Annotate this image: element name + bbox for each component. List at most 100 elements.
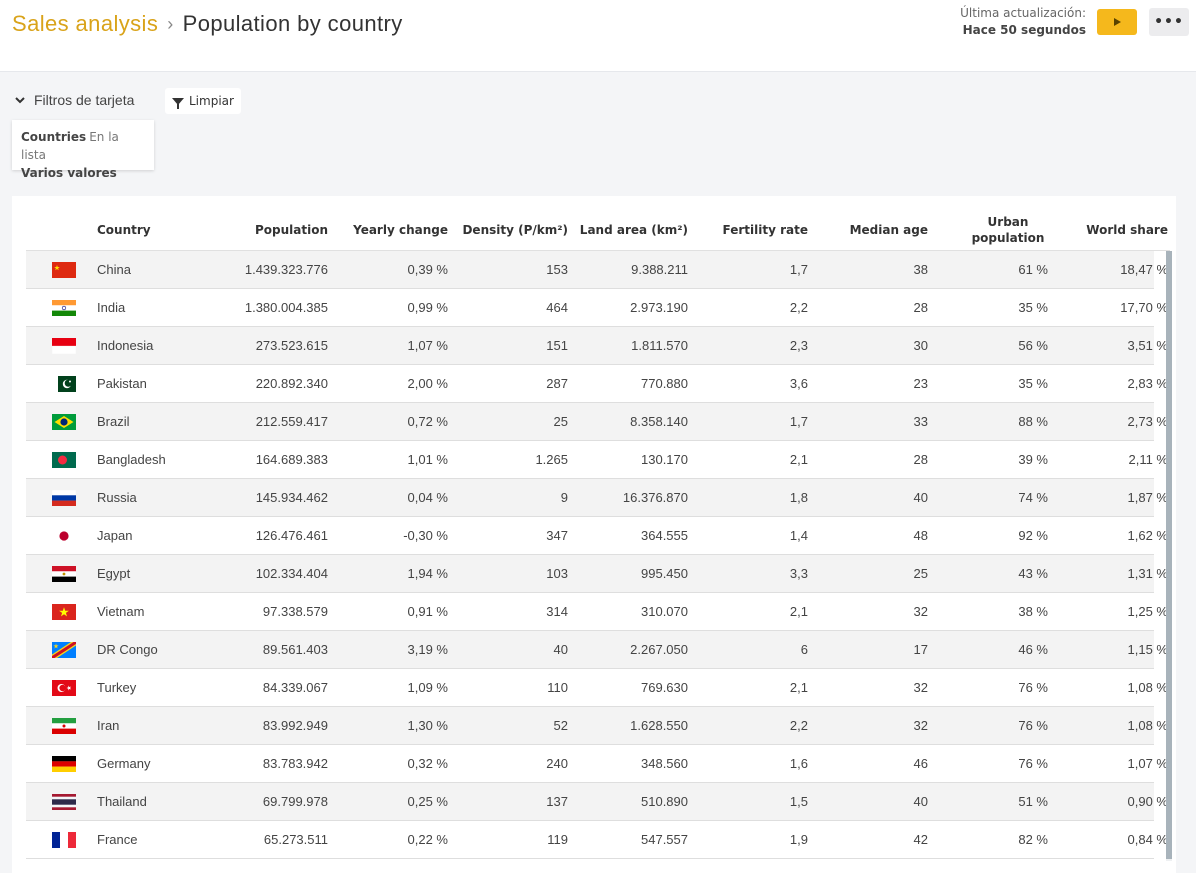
table-row[interactable]: Vietnam 97.338.579 0,91 % 314 310.070 2,1 32 38… [26,593,1168,631]
breadcrumb-separator-icon: › [167,13,174,34]
cell-country: Germany [97,756,151,771]
cell-urban-population: 74 % [1018,490,1048,505]
cell-world-share: 1,08 % [1127,680,1168,695]
cell-land-area: 8.358.140 [630,414,688,429]
cell-land-area: 2.267.050 [630,642,688,657]
more-options-button[interactable]: ••• [1149,8,1189,36]
table-row[interactable]: Brazil 212.559.417 0,72 % 25 8.358.140 1,7 33 8… [26,403,1168,441]
cell-median-age: 25 [913,566,928,581]
cell-world-share: 3,51 % [1127,338,1168,353]
clear-filters-button[interactable]: Limpiar [165,88,241,114]
table-row[interactable]: Thailand 69.799.978 0,25 % 137 510.890 1,5 40 5… [26,783,1168,821]
flag-vietnam-icon [52,604,76,620]
cell-urban-population: 39 % [1018,452,1048,467]
column-header-yearly-change[interactable]: Yearly change [353,223,448,237]
flag-iran-icon [52,718,76,734]
column-header-density[interactable]: Density (P/km²) [462,223,568,237]
cell-yearly-change: 1,94 % [407,566,448,581]
table-row[interactable]: Pakistan 220.892.340 2,00 % 287 770.880 3,6 23… [26,365,1168,403]
scrollbar-thumb[interactable] [1166,251,1172,859]
cell-fertility-rate: 2,2 [789,718,808,733]
breadcrumb: Sales analysis › Population by country [12,11,403,37]
table-row[interactable]: France 65.273.511 0,22 % 119 547.557 1,9 42 82 … [26,821,1168,859]
breadcrumb-parent-link[interactable]: Sales analysis [12,11,159,36]
filter-field: Countries [21,130,87,144]
table-row[interactable]: Japan 126.476.461 -0,30 % 347 364.555 1,4 48 92… [26,517,1168,555]
cell-median-age: 48 [913,528,928,543]
cell-world-share: 1,87 % [1127,490,1168,505]
cell-median-age: 28 [913,300,928,315]
cell-yearly-change: 0,25 % [407,794,448,809]
table-row[interactable]: DR Congo 89.561.403 3,19 % 40 2.267.050 6 17 46… [26,631,1168,669]
cell-population: 83.992.949 [262,718,328,733]
cell-population: 164.689.383 [255,452,328,467]
cell-median-age: 42 [913,832,928,847]
table-row[interactable]: Indonesia 273.523.615 1,07 % 151 1.811.570 2,… [26,327,1168,365]
cell-world-share: 1,07 % [1127,756,1168,771]
filter-card-countries[interactable]: Countries En la lista Varios valores [12,120,154,180]
cell-density: 151 [546,338,568,353]
more-icon: ••• [1154,14,1184,30]
urban-header-line2: population [971,231,1045,245]
cell-yearly-change: 0,32 % [407,756,448,771]
cell-fertility-rate: 2,2 [789,300,808,315]
cell-density: 9 [560,490,568,505]
table-row[interactable]: Bangladesh 164.689.383 1,01 % 1.265 130.170 2… [26,441,1168,479]
cell-country: Russia [97,490,137,505]
column-header-fertility-rate[interactable]: Fertility rate [722,223,808,237]
filter-icon [172,97,184,109]
cell-world-share: 2,73 % [1127,414,1168,429]
cell-yearly-change: 3,19 % [407,642,448,657]
last-update-value: Hace 50 segundos [962,23,1086,37]
cell-median-age: 33 [913,414,928,429]
table-row[interactable]: Germany 83.783.942 0,32 % 240 348.560 1,6 46 76… [26,745,1168,783]
column-header-world-share[interactable]: World share [1086,223,1168,237]
play-button[interactable] [1097,9,1137,35]
flag-pakistan-icon [52,376,76,392]
last-update: Última actualización: Hace 50 segundos [960,5,1086,39]
cell-density: 110 [547,680,568,695]
table-header: Country Population Yearly change Density… [26,196,1170,251]
cell-median-age: 38 [913,262,928,277]
table-row[interactable]: India 1.380.004.385 0,99 % 464 2.973.190 2,2 2… [26,289,1168,327]
last-update-label: Última actualización: [960,6,1086,20]
cell-country: China [97,262,131,277]
cell-country: Turkey [97,680,137,695]
column-header-country[interactable]: Country [97,223,151,237]
cell-density: 287 [546,376,568,391]
cell-world-share: 1,31 % [1127,566,1168,581]
cell-country: DR Congo [97,642,158,657]
flag-france-icon [52,832,76,848]
cell-world-share: 0,90 % [1127,794,1168,809]
cell-yearly-change: 1,09 % [407,680,448,695]
table-row[interactable]: Egypt 102.334.404 1,94 % 103 995.450 3,3 25 43 … [26,555,1168,593]
cell-fertility-rate: 1,4 [789,528,808,543]
table-row[interactable]: Russia 145.934.462 0,04 % 9 16.376.870 1,8 40 7… [26,479,1168,517]
column-header-urban-population[interactable]: Urban population [968,214,1048,246]
card-filters-toggle[interactable]: Filtros de tarjeta [14,92,134,108]
cell-country: Vietnam [97,604,145,619]
column-header-population[interactable]: Population [254,223,328,237]
clear-filters-label: Limpiar [189,94,234,108]
cell-population: 83.783.942 [262,756,328,771]
table-row[interactable]: China 1.439.323.776 0,39 % 153 9.388.211 1,7 3… [26,251,1168,289]
cell-urban-population: 46 % [1018,642,1048,657]
cell-land-area: 770.880 [641,376,688,391]
cell-yearly-change: 0,99 % [407,300,448,315]
cell-population: 212.559.417 [255,414,328,429]
cell-country: Bangladesh [97,452,166,467]
cell-land-area: 2.973.190 [630,300,688,315]
table-row[interactable]: Iran 83.992.949 1,30 % 52 1.628.550 2,2 32 76 %… [26,707,1168,745]
cell-yearly-change: 0,39 % [407,262,448,277]
table-row[interactable]: Turkey 84.339.067 1,09 % 110 769.630 2,1 32 76 … [26,669,1168,707]
cell-country: India [97,300,126,315]
cell-population: 220.892.340 [255,376,328,391]
cell-yearly-change: 0,91 % [407,604,448,619]
cell-urban-population: 35 % [1018,300,1048,315]
cell-urban-population: 35 % [1018,376,1048,391]
cell-urban-population: 38 % [1018,604,1048,619]
cell-density: 464 [546,300,568,315]
column-header-median-age[interactable]: Median age [849,223,928,237]
cell-urban-population: 76 % [1018,756,1048,771]
column-header-land-area[interactable]: Land area (km²) [579,223,688,237]
